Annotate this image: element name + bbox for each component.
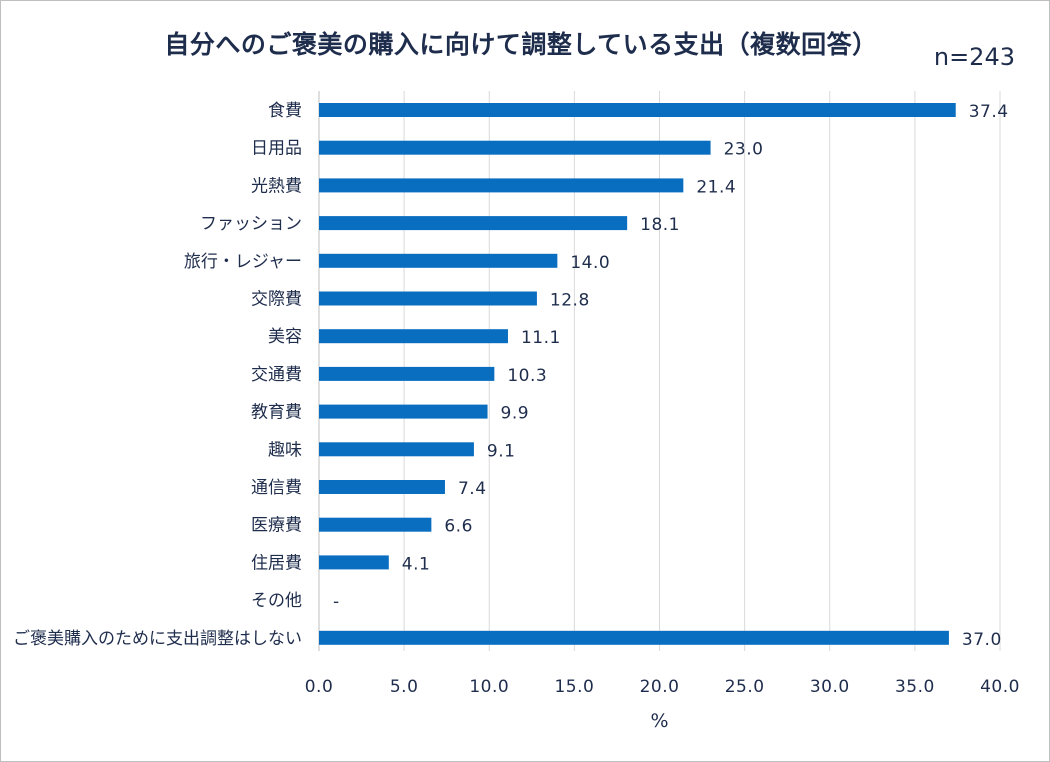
bar bbox=[319, 291, 537, 306]
bar bbox=[319, 253, 558, 268]
data-label: - bbox=[333, 592, 340, 612]
data-label: 10.3 bbox=[507, 366, 547, 386]
category-label: 教育費 bbox=[251, 403, 302, 423]
bar bbox=[319, 216, 628, 231]
data-label: 23.0 bbox=[724, 140, 764, 160]
data-label: 9.1 bbox=[487, 441, 516, 461]
bar bbox=[319, 630, 949, 645]
bar bbox=[319, 442, 474, 457]
data-label: 18.1 bbox=[640, 215, 680, 235]
x-tick-label: 30.0 bbox=[810, 677, 850, 697]
x-tick-label: 20.0 bbox=[640, 677, 680, 697]
data-label: 37.0 bbox=[962, 630, 1002, 650]
bar bbox=[319, 329, 508, 344]
category-label: 医療費 bbox=[251, 516, 302, 536]
x-axis-title: % bbox=[650, 710, 668, 732]
bar bbox=[319, 366, 495, 381]
bar bbox=[319, 480, 445, 494]
x-tick-label: 35.0 bbox=[895, 677, 935, 697]
data-label: 7.4 bbox=[458, 479, 487, 499]
x-tick-label: 40.0 bbox=[980, 677, 1020, 697]
bar bbox=[319, 517, 432, 532]
category-label: 日用品 bbox=[251, 139, 302, 159]
category-label: ご褒美購入のために支出調整はしない bbox=[13, 629, 302, 649]
x-tick-label: 0.0 bbox=[305, 677, 334, 697]
data-label: 11.1 bbox=[521, 328, 561, 348]
bar bbox=[319, 555, 389, 570]
x-tick-label: 25.0 bbox=[725, 677, 765, 697]
data-label: 21.4 bbox=[696, 177, 736, 197]
data-label: 6.6 bbox=[444, 517, 473, 537]
x-tick-label: 15.0 bbox=[554, 677, 594, 697]
data-label: 37.4 bbox=[969, 102, 1009, 122]
category-label: その他 bbox=[251, 591, 302, 611]
bar bbox=[319, 103, 956, 117]
category-label: ファッション bbox=[200, 214, 302, 234]
data-label: 4.1 bbox=[402, 554, 431, 574]
category-label: 交際費 bbox=[251, 290, 302, 310]
x-tick-label: 10.0 bbox=[469, 677, 509, 697]
data-label: 14.0 bbox=[570, 253, 610, 273]
category-label: 食費 bbox=[268, 101, 302, 121]
category-label: 通信費 bbox=[251, 478, 302, 498]
category-label: 住居費 bbox=[251, 553, 302, 573]
category-label: 光熱費 bbox=[251, 176, 302, 196]
chart-title: 自分へのご褒美の購入に向けて調整している支出（複数回答） bbox=[164, 30, 878, 59]
category-label: 趣味 bbox=[268, 440, 302, 460]
category-label: 美容 bbox=[268, 327, 302, 347]
x-tick-label: 5.0 bbox=[390, 677, 419, 697]
bar bbox=[319, 404, 488, 419]
data-label: 12.8 bbox=[550, 291, 590, 311]
category-label: 交通費 bbox=[251, 365, 302, 385]
category-label: 旅行・レジャー bbox=[184, 252, 302, 272]
bar bbox=[319, 140, 711, 155]
bar bbox=[319, 178, 684, 193]
sample-size-label: n=243 bbox=[933, 43, 1015, 71]
data-label: 9.9 bbox=[501, 404, 530, 424]
